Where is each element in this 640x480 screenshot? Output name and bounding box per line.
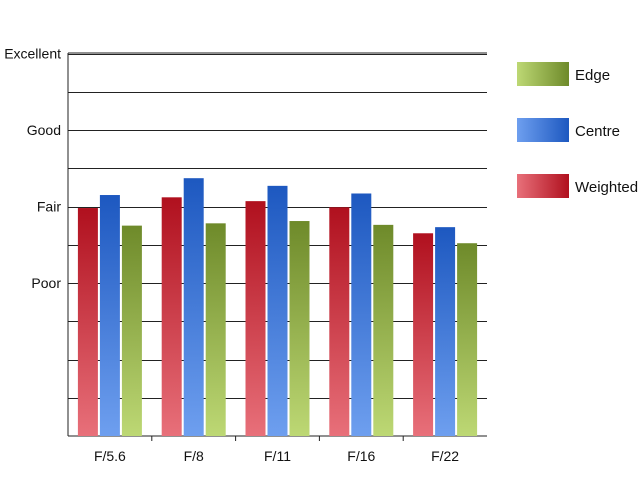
- bars: [77, 178, 478, 436]
- bar-weighted: [413, 233, 434, 436]
- x-tick-labels: F/5.6 F/8 F/11 F/16 F/22: [94, 436, 459, 464]
- x-tick-label: F/8: [184, 448, 204, 464]
- bar-edge: [289, 221, 310, 436]
- x-tick-label: F/16: [347, 448, 375, 464]
- x-tick-label: F/11: [264, 448, 291, 464]
- bar-edge: [373, 224, 394, 436]
- bar-weighted: [329, 207, 350, 436]
- legend-swatch-weighted: [517, 174, 569, 198]
- legend-swatch-centre: [517, 118, 569, 142]
- bar-weighted: [245, 201, 266, 436]
- bar-centre: [351, 193, 372, 436]
- y-tick-label: Good: [27, 122, 61, 138]
- bar-weighted: [77, 208, 98, 436]
- y-tick-label: Poor: [31, 275, 61, 291]
- legend-label-weighted: Weighted: [575, 179, 638, 196]
- legend-label-edge: Edge: [575, 67, 610, 84]
- bar-edge: [205, 223, 226, 436]
- bar-edge: [121, 225, 142, 436]
- bar-weighted: [161, 197, 182, 436]
- legend: Edge Centre Weighted: [517, 62, 638, 198]
- x-tick-label: F/5.6: [94, 448, 126, 464]
- bar-centre: [183, 178, 204, 436]
- legend-swatch-edge: [517, 62, 569, 86]
- legend-label-centre: Centre: [575, 123, 620, 140]
- bar-centre: [435, 227, 456, 436]
- bar-centre: [267, 185, 288, 436]
- y-tick-label: Fair: [37, 199, 61, 215]
- bar-centre: [99, 195, 120, 436]
- x-tick-label: F/22: [431, 448, 459, 464]
- bar-edge: [457, 243, 478, 436]
- y-tick-labels: Poor Fair Good Excellent: [4, 46, 61, 292]
- y-tick-label: Excellent: [4, 46, 61, 62]
